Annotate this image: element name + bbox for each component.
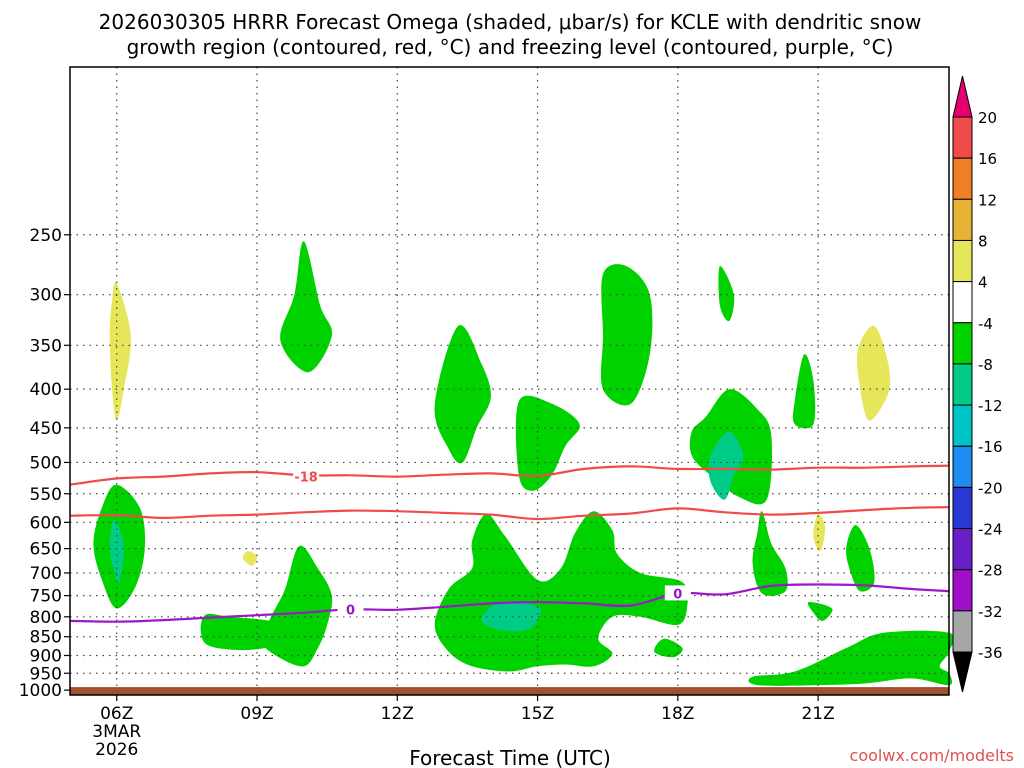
- colorbar-label: -28: [978, 562, 1003, 580]
- colorbar-label: -20: [978, 479, 1003, 497]
- colorbar-segment: [952, 445, 973, 488]
- colorbar-label: -36: [978, 644, 1003, 662]
- y-tick-label: 950: [30, 664, 62, 684]
- colorbar-label: -16: [978, 438, 1003, 456]
- y-tick-label: 500: [30, 453, 62, 473]
- omega-region: [748, 630, 955, 686]
- colorbar-label: -8: [978, 356, 993, 374]
- omega-region: [856, 325, 891, 421]
- x-tick-year: 2026: [95, 740, 138, 760]
- omega-region: [280, 241, 333, 373]
- y-tick-label: 900: [30, 647, 62, 667]
- colorbar-segment: [952, 116, 973, 159]
- colorbar-segment: [952, 157, 973, 200]
- contour-line: [69, 506, 950, 521]
- colorbar-segment: [952, 322, 973, 365]
- x-tick-label: 18Z: [661, 704, 694, 724]
- omega-region: [261, 545, 333, 667]
- contour-label: 0: [346, 603, 355, 618]
- colorbar-label: 12: [978, 191, 997, 209]
- y-tick-label: 550: [30, 485, 62, 505]
- omega-region: [515, 395, 580, 491]
- colorbar-top-arrow: [952, 75, 973, 118]
- colorbar-label: -4: [978, 315, 993, 333]
- colorbar-segment: [952, 198, 973, 241]
- omega-region: [109, 282, 131, 421]
- y-tick-label: 300: [30, 286, 62, 306]
- x-tick-label: 09Z: [240, 704, 273, 724]
- contour-line: [69, 583, 950, 623]
- contour-label-bg: [337, 601, 364, 617]
- colorbar: 20 16 12 8 4 -4 -8 -12 -16 -20 -24 -28 -32 -36: [952, 75, 1003, 693]
- contour-label-bg: [664, 585, 691, 601]
- colorbar-segment: [952, 486, 973, 530]
- x-tick-label: 21Z: [801, 704, 834, 724]
- colorbar-segment: [952, 363, 973, 406]
- colorbar-segment: [952, 528, 973, 571]
- contour-label: -18: [294, 471, 318, 486]
- credit-link[interactable]: coolwx.com/modelts: [850, 746, 1014, 765]
- omega-region: [600, 264, 653, 406]
- omega-region: [718, 265, 735, 322]
- y-tick-label: 600: [30, 513, 62, 533]
- y-tick-label: 450: [30, 419, 62, 439]
- colorbar-label: 8: [978, 232, 988, 250]
- omega-region: [109, 519, 124, 583]
- colorbar-segment: [952, 239, 973, 283]
- temperature-contours: -18 0 0: [69, 464, 950, 623]
- omega-region: [242, 551, 258, 566]
- x-axis-label: Forecast Time (UTC): [409, 746, 611, 768]
- omega-region: [434, 325, 491, 464]
- omega-region: [807, 602, 833, 621]
- y-tick-label: 800: [30, 608, 62, 628]
- x-tick-date: 3MAR: [92, 722, 141, 742]
- y-tick-label: 400: [30, 380, 62, 400]
- omega-region: [654, 638, 683, 658]
- colorbar-label: 20: [978, 109, 997, 127]
- x-tick-label: 06Z: [100, 704, 133, 724]
- ground-layer: [70, 687, 949, 695]
- omega-region: [845, 525, 875, 592]
- omega-region: [708, 431, 744, 500]
- colorbar-label: 16: [978, 150, 997, 168]
- ground-below-surface: [70, 687, 949, 695]
- colorbar-label: -32: [978, 603, 1003, 621]
- plot-frame: [69, 66, 950, 696]
- y-tick-label: 1000: [19, 681, 62, 701]
- y-axis: 2503003504004505005506006507007508008509…: [19, 226, 70, 701]
- y-tick-label: 350: [30, 336, 62, 356]
- x-tick-label: 12Z: [381, 704, 414, 724]
- contour-label-bg: [293, 468, 320, 484]
- colorbar-segment: [952, 610, 973, 653]
- x-tick-label: 15Z: [521, 704, 554, 724]
- contour-line: [69, 464, 950, 486]
- omega-region: [481, 601, 541, 632]
- colorbar-label: -12: [978, 397, 1003, 415]
- y-tick-label: 250: [30, 226, 62, 246]
- omega-region: [792, 354, 816, 429]
- colorbar-segment: [952, 281, 973, 324]
- omega-region: [752, 511, 788, 596]
- colorbar-segment: [952, 404, 973, 447]
- chart-title-line2: growth region (contoured, red, °C) and f…: [127, 35, 894, 59]
- colorbar-label: 4: [978, 274, 988, 292]
- colorbar-segment: [952, 569, 973, 612]
- y-tick-label: 750: [30, 587, 62, 607]
- y-tick-label: 650: [30, 540, 62, 560]
- y-tick-label: 700: [30, 564, 62, 584]
- colorbar-label: -24: [978, 521, 1003, 539]
- omega-region: [434, 511, 689, 672]
- contour-label: 0: [673, 587, 682, 602]
- colorbar-bottom-arrow: [952, 651, 973, 693]
- y-tick-label: 850: [30, 628, 62, 648]
- omega-region: [200, 613, 284, 651]
- chart-title-line1: 2026030305 HRRR Forecast Omega (shaded, …: [99, 10, 922, 34]
- omega-region: [813, 513, 826, 552]
- omega-shading: [93, 241, 955, 686]
